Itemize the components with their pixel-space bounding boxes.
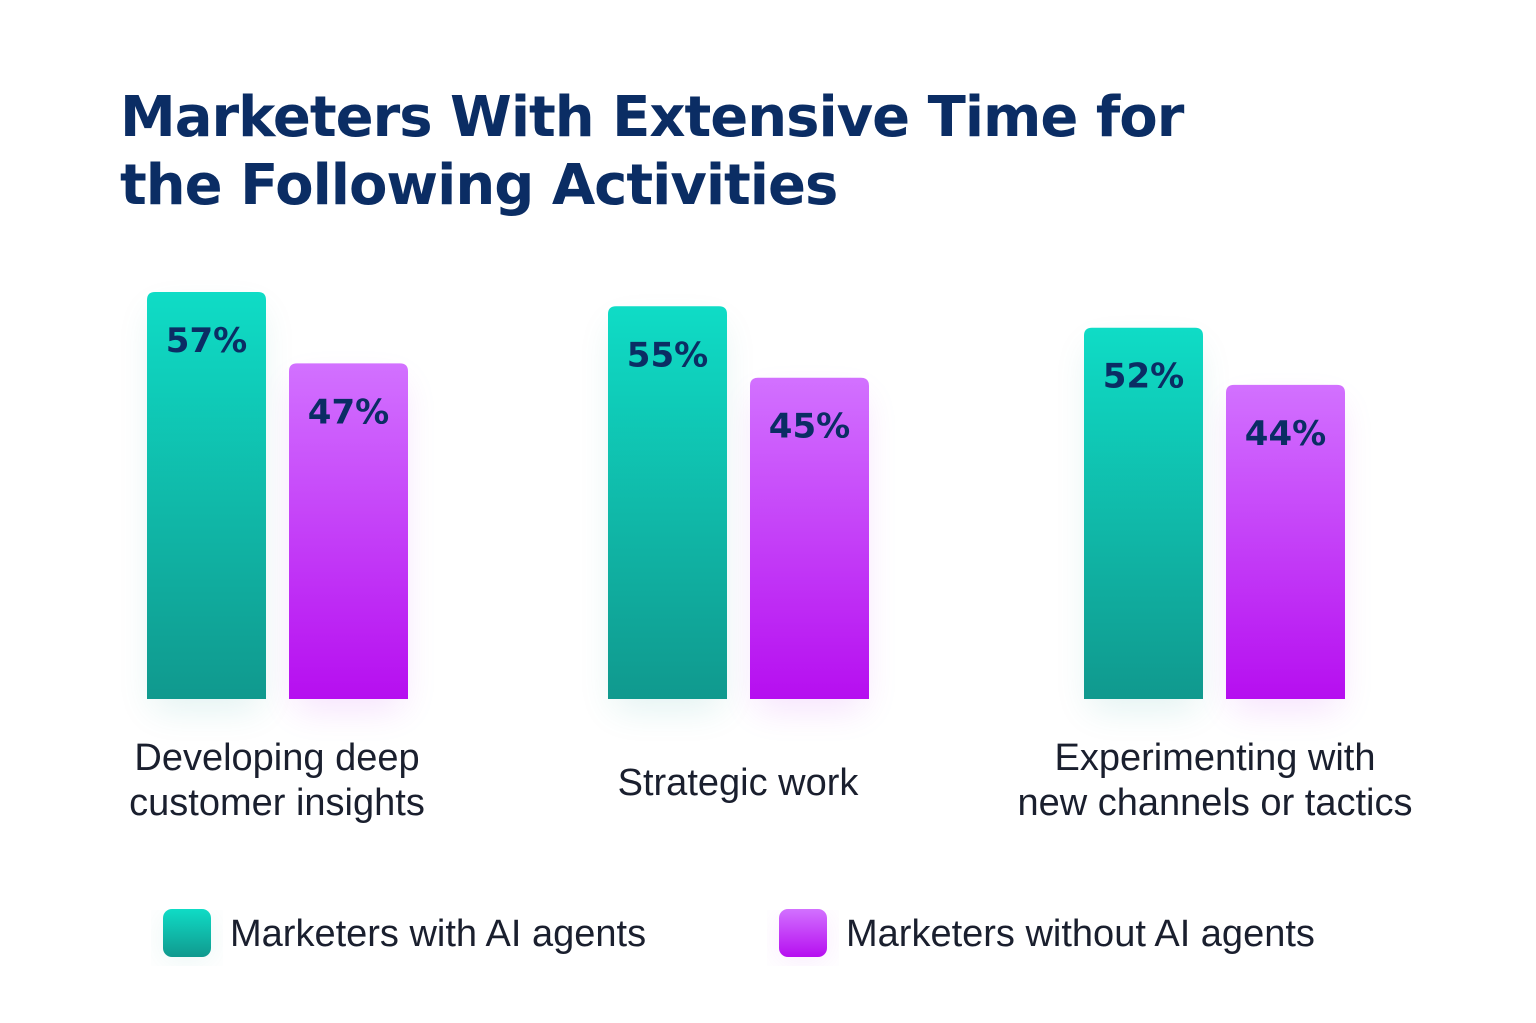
legend-swatch-with-ai (163, 909, 211, 957)
value-label-with-ai-2: 55% (627, 335, 708, 375)
bar-without-ai-3 (1226, 384, 1345, 699)
value-labels: 57% 47% 55% 45% 52% 44% (166, 321, 1326, 454)
legend-label-with-ai: Marketers with AI agents (230, 913, 646, 955)
value-label-with-ai-1: 57% (166, 321, 247, 361)
legend-swatch-without-ai (779, 909, 827, 957)
bar-with-ai-2 (608, 306, 727, 699)
bars (147, 292, 1345, 699)
bar-with-ai-1 (147, 292, 266, 699)
bar-without-ai-2 (750, 377, 869, 699)
category-label-1-line-1: Developing deep (134, 737, 419, 779)
value-label-without-ai-3: 44% (1245, 414, 1326, 454)
category-label-3-line-1: Experimenting with (1054, 737, 1375, 779)
chart-title: Marketers With Extensive Time for the Fo… (120, 84, 1220, 220)
category-label-1-line-2: customer insights (129, 782, 425, 824)
value-label-without-ai-1: 47% (308, 392, 389, 432)
category-label-3-line-2: new channels or tactics (1018, 782, 1413, 824)
legend-label-without-ai: Marketers without AI agents (846, 913, 1315, 955)
bar-without-ai-1 (289, 363, 408, 699)
category-label-2-line-1: Strategic work (618, 762, 860, 804)
bar-with-ai-3 (1084, 327, 1203, 699)
value-label-without-ai-2: 45% (769, 407, 850, 447)
value-label-with-ai-3: 52% (1103, 357, 1184, 397)
legend: Marketers with AI agents Marketers withou… (163, 909, 1315, 958)
chart-title-line-1: Marketers With Extensive Time for (120, 85, 1184, 150)
chart-title-line-2: the Following Activities (120, 153, 838, 218)
